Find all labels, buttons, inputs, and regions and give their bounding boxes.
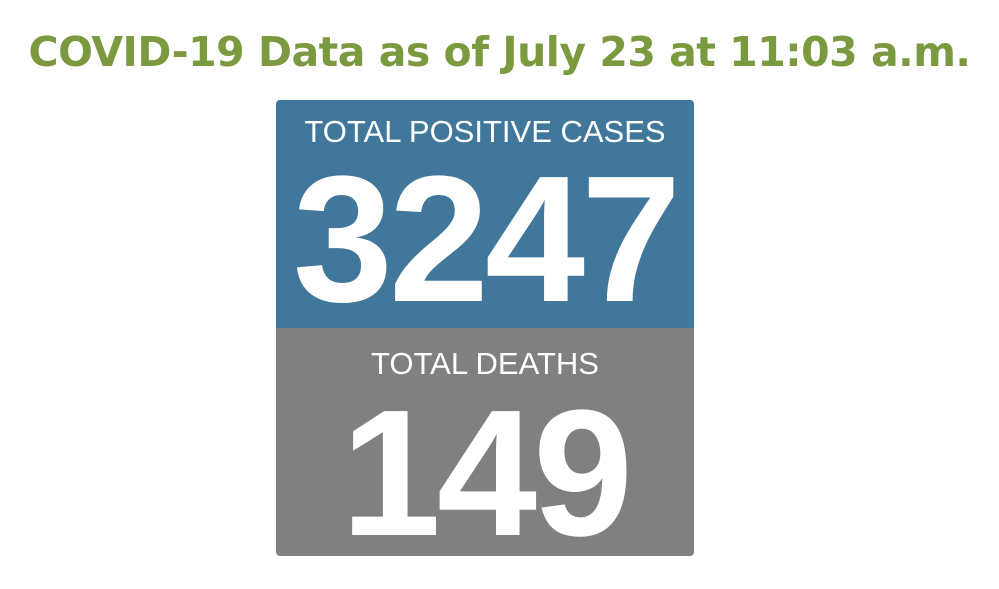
cases-panel: TOTAL POSITIVE CASES 3247 <box>276 100 694 340</box>
cases-label: TOTAL POSITIVE CASES <box>304 114 666 149</box>
deaths-label: TOTAL DEATHS <box>371 346 599 381</box>
cases-value: 3247 <box>292 139 681 340</box>
page-title: COVID-19 Data as of July 23 at 11:03 a.m… <box>28 28 971 76</box>
deaths-value: 149 <box>340 373 633 557</box>
deaths-panel: TOTAL DEATHS 149 <box>276 328 694 556</box>
stats-card: TOTAL POSITIVE CASES 3247 TOTAL DEATHS 1… <box>276 100 694 556</box>
